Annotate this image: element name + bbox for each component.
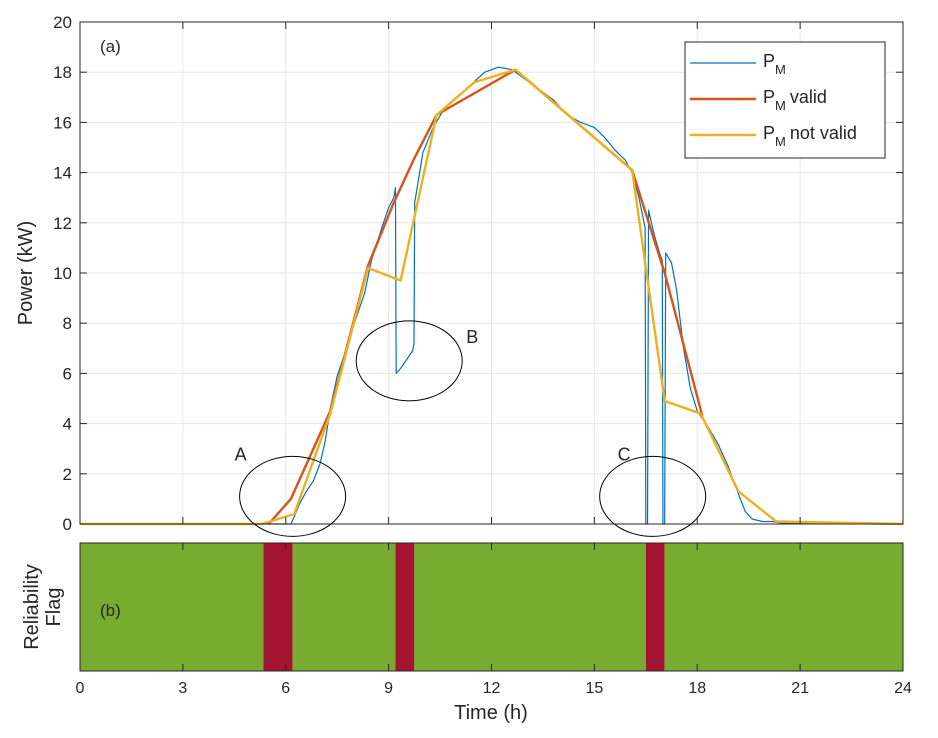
y-tick-label: 4 <box>63 415 72 434</box>
legend-entry-0: PM <box>763 51 786 77</box>
annotation-label-b: B <box>466 327 478 347</box>
flag-valid-segment <box>292 543 396 671</box>
flag-invalid-segment <box>645 543 665 671</box>
y-tick-label: 0 <box>63 515 72 534</box>
x-tick-label: 18 <box>688 680 706 697</box>
power-y-axis-label: Power (kW) <box>15 221 37 325</box>
y-tick-label: 2 <box>63 465 72 484</box>
y-tick-label: 18 <box>53 63 72 82</box>
y-tick-label: 10 <box>53 264 72 283</box>
x-tick-label: 6 <box>281 680 290 697</box>
reliability-y-label-line2: Flag <box>43 588 65 627</box>
flag-invalid-segment <box>263 543 293 671</box>
flag-valid-segment <box>414 543 646 671</box>
annotation-label-a: A <box>235 444 247 464</box>
annotation-ellipse-a <box>239 455 347 537</box>
power-legend: PM PM valid PM not valid <box>684 41 886 159</box>
y-tick-label: 16 <box>53 113 72 132</box>
reliability-y-label-line1: Reliability <box>21 564 43 650</box>
annotation-ellipse-c <box>599 455 707 537</box>
power-annotations: A B C <box>235 320 707 537</box>
x-tick-label: 3 <box>178 680 187 697</box>
annotation-label-c: C <box>618 444 631 464</box>
y-tick-label: 12 <box>53 214 72 233</box>
annotation-ellipse-b <box>355 320 463 402</box>
flag-invalid-segment <box>395 543 415 671</box>
reliability-flag-panel: 0 3 6 9 12 15 18 21 24 (b) Reliability Flag Time… <box>21 542 912 724</box>
y-tick-label: 8 <box>63 314 72 333</box>
power-axis-ticks: 0 2 4 6 8 10 12 14 16 18 20 <box>53 13 904 534</box>
x-tick-label: 15 <box>585 680 603 697</box>
panel-b-label: (b) <box>100 601 121 620</box>
time-axis-ticks: 0 3 6 9 12 15 18 21 24 <box>76 543 912 697</box>
reliability-flag-bars <box>80 543 903 671</box>
y-tick-label: 14 <box>53 164 72 183</box>
x-tick-label: 9 <box>384 680 393 697</box>
power-gridlines <box>80 22 903 524</box>
y-tick-label: 20 <box>53 13 72 32</box>
series-line-p-m-valid <box>267 68 704 525</box>
series-line-p-m-not-valid <box>80 68 904 526</box>
panel-a-label: (a) <box>100 37 121 56</box>
x-tick-label: 21 <box>791 680 809 697</box>
flag-valid-segment <box>664 543 903 671</box>
legend-entry-1: PM valid <box>763 87 827 113</box>
x-tick-label: 24 <box>894 680 912 697</box>
time-x-axis-label: Time (h) <box>454 702 528 724</box>
flag-valid-segment <box>80 543 264 671</box>
x-tick-label: 0 <box>76 680 85 697</box>
x-tick-label: 12 <box>483 680 501 697</box>
y-tick-label: 6 <box>63 364 72 383</box>
power-series <box>80 66 904 526</box>
legend-entry-2: PM not valid <box>763 123 857 149</box>
